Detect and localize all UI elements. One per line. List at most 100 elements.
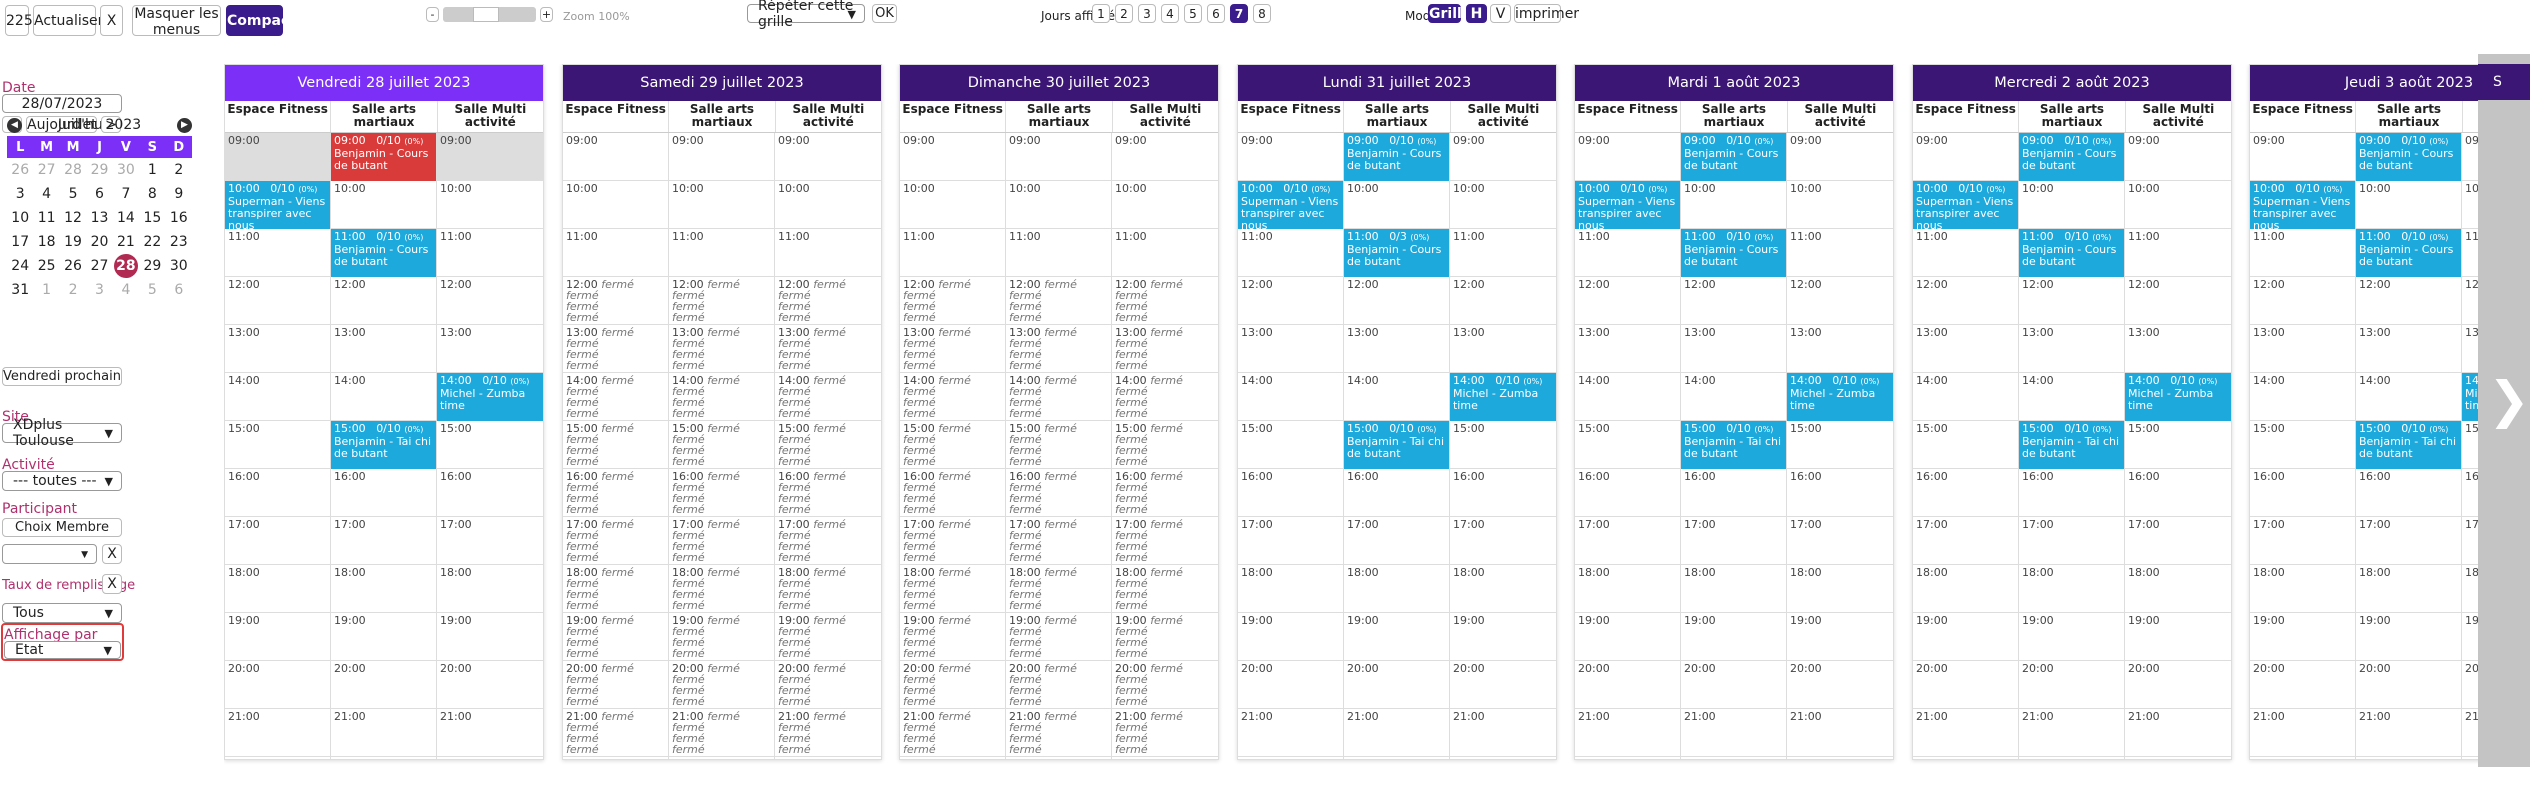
hour-cell[interactable]: 11:00 xyxy=(1575,229,1680,277)
participant-select[interactable]: ▼ xyxy=(2,544,97,564)
hour-cell[interactable]: 15:00 xyxy=(436,421,543,469)
hour-cell[interactable]: 09:00 xyxy=(1786,133,1893,181)
date-input[interactable]: 28/07/2023 xyxy=(2,94,122,113)
hour-cell[interactable]: 09:00 xyxy=(1005,133,1111,181)
hour-cell[interactable]: 10:00 xyxy=(1343,181,1449,229)
hour-cell[interactable]: 20:00 xyxy=(436,661,543,709)
hour-cell[interactable]: 20:00 fermé fermé fermé fermé xyxy=(563,661,668,709)
hour-cell[interactable]: 16:00 xyxy=(1913,469,2018,517)
hour-cell[interactable]: 16:00 xyxy=(2124,469,2231,517)
calendar-day[interactable]: 19 xyxy=(64,234,82,250)
days-shown-6-button[interactable]: 6 xyxy=(1207,4,1225,23)
event-block[interactable]: 15:00 0/10 (0%) Benjamin - Tai chi de but… xyxy=(1343,421,1449,469)
calendar-day[interactable]: 25 xyxy=(37,258,56,274)
hour-cell[interactable]: 09:00 xyxy=(225,133,330,181)
calendar-day[interactable]: 15 xyxy=(143,210,162,226)
hour-cell[interactable]: 13:00 fermé fermé fermé fermé xyxy=(668,325,774,373)
hour-cell[interactable]: 21:00 xyxy=(1343,709,1449,757)
event-block[interactable]: 09:00 0/10 (0%) Benjamin - Cours de butan… xyxy=(1343,133,1449,181)
zoom-out-button[interactable]: - xyxy=(426,7,439,22)
hour-cell[interactable]: 21:00 xyxy=(330,709,436,757)
hour-cell[interactable]: 14:00 fermé fermé fermé fermé xyxy=(774,373,881,421)
hour-cell[interactable]: 16:00 xyxy=(1238,469,1343,517)
hour-cell[interactable]: 21:00 xyxy=(1449,709,1556,757)
days-shown-5-button[interactable]: 5 xyxy=(1184,4,1202,23)
hour-cell[interactable]: 12:00 xyxy=(1913,277,2018,325)
hour-cell[interactable]: 18:00 xyxy=(330,565,436,613)
hour-cell[interactable]: 18:00 xyxy=(2250,565,2355,613)
hour-cell[interactable]: 17:00 xyxy=(436,517,543,565)
days-shown-8-button[interactable]: 8 xyxy=(1253,4,1271,23)
hour-cell[interactable]: 11:00 xyxy=(1449,229,1556,277)
hour-cell[interactable]: 15:00 xyxy=(2124,421,2231,469)
hour-cell[interactable]: 20:00 xyxy=(1238,661,1343,709)
hour-cell[interactable]: 20:00 xyxy=(1575,661,1680,709)
hour-cell[interactable]: 17:00 xyxy=(1449,517,1556,565)
hour-cell[interactable]: 09:00 xyxy=(563,133,668,181)
day-header[interactable]: Dimanche 30 juillet 2023 xyxy=(900,65,1218,101)
event-block[interactable]: 15:00 0/10 (0%) Benjamin - Tai chi de but… xyxy=(2018,421,2124,469)
hour-cell[interactable]: 09:00 xyxy=(436,133,543,181)
hour-cell[interactable]: 13:00 xyxy=(2018,325,2124,373)
hour-cell[interactable]: 18:00 xyxy=(1680,565,1786,613)
hour-cell[interactable]: 11:00 xyxy=(1005,229,1111,277)
hour-cell[interactable]: 09:00 xyxy=(1913,133,2018,181)
event-block[interactable]: 14:00 0/10 (0%)Michel - Zumba time xyxy=(2124,373,2231,421)
calendar-day[interactable]: 23 xyxy=(169,234,188,250)
hour-cell[interactable]: 17:00 xyxy=(1238,517,1343,565)
hour-cell[interactable]: 17:00 xyxy=(225,517,330,565)
hour-cell[interactable]: 09:00 xyxy=(2250,133,2355,181)
hour-cell[interactable]: 15:00 xyxy=(1786,421,1893,469)
hour-cell[interactable]: 18:00 fermé fermé fermé fermé xyxy=(668,565,774,613)
hour-cell[interactable]: 16:00 xyxy=(330,469,436,517)
calendar-day[interactable]: 3 xyxy=(95,282,104,298)
hour-cell[interactable]: 15:00 fermé fermé fermé fermé xyxy=(563,421,668,469)
hour-cell[interactable]: 09:00 xyxy=(1575,133,1680,181)
hour-cell[interactable]: 21:00 xyxy=(2124,709,2231,757)
hour-cell[interactable]: 15:00 fermé fermé fermé fermé xyxy=(900,421,1005,469)
days-shown-4-button[interactable]: 4 xyxy=(1161,4,1179,23)
calendar-day[interactable]: 9 xyxy=(174,186,184,202)
hour-cell[interactable]: 17:00 fermé fermé fermé fermé xyxy=(1111,517,1218,565)
days-shown-2-button[interactable]: 2 xyxy=(1115,4,1133,23)
choose-member-button[interactable]: Choix Membre xyxy=(2,518,122,537)
hour-cell[interactable]: 12:00 xyxy=(1786,277,1893,325)
hour-cell[interactable]: 09:00 xyxy=(1449,133,1556,181)
hour-cell[interactable]: 19:00 xyxy=(2355,613,2461,661)
hour-cell[interactable]: 20:00 fermé fermé fermé fermé xyxy=(1005,661,1111,709)
hour-cell[interactable]: 10:00 xyxy=(1449,181,1556,229)
horizontal-scroll-overlay[interactable] xyxy=(2478,54,2530,767)
hour-cell[interactable]: 10:00 xyxy=(2124,181,2231,229)
hour-cell[interactable]: 10:00 xyxy=(900,181,1005,229)
hour-cell[interactable]: 14:00 fermé fermé fermé fermé xyxy=(563,373,668,421)
hour-cell[interactable]: 21:00 xyxy=(1238,709,1343,757)
day-header[interactable]: Samedi 29 juillet 2023 xyxy=(563,65,881,101)
hour-cell[interactable]: 12:00 xyxy=(436,277,543,325)
calendar-day[interactable]: 30 xyxy=(169,258,188,274)
hour-cell[interactable]: 15:00 fermé fermé fermé fermé xyxy=(774,421,881,469)
hour-cell[interactable]: 12:00 xyxy=(2018,277,2124,325)
days-shown-3-button[interactable]: 3 xyxy=(1138,4,1156,23)
hour-cell[interactable]: 19:00 fermé fermé fermé fermé xyxy=(900,613,1005,661)
hour-cell[interactable]: 10:00 xyxy=(774,181,881,229)
calendar-day[interactable]: 1 xyxy=(42,282,52,298)
hour-cell[interactable]: 19:00 xyxy=(1575,613,1680,661)
hour-cell[interactable]: 15:00 xyxy=(225,421,330,469)
day-header[interactable]: Vendredi 28 juillet 2023 xyxy=(225,65,543,101)
hour-cell[interactable]: 16:00 fermé fermé fermé fermé xyxy=(900,469,1005,517)
calendar-day[interactable]: 12 xyxy=(64,210,82,226)
hour-cell[interactable]: 15:00 xyxy=(1913,421,2018,469)
mode-v-button[interactable]: V xyxy=(1490,4,1511,23)
calendar-day[interactable]: 31 xyxy=(11,282,30,298)
day-header[interactable]: Lundi 31 juillet 2023 xyxy=(1238,65,1556,101)
hour-cell[interactable]: 19:00 xyxy=(436,613,543,661)
days-shown-7-button[interactable]: 7 xyxy=(1230,4,1248,23)
hour-cell[interactable]: 21:00 xyxy=(1913,709,2018,757)
calendar-day[interactable]: 3 xyxy=(15,186,25,202)
hour-cell[interactable]: 13:00 fermé fermé fermé fermé xyxy=(1005,325,1111,373)
hour-cell[interactable]: 12:00 fermé fermé fermé fermé xyxy=(1111,277,1218,325)
calendar-day[interactable]: 30 xyxy=(117,162,135,178)
hour-cell[interactable]: 18:00 xyxy=(2018,565,2124,613)
calendar-day[interactable]: 17 xyxy=(11,234,30,250)
hour-cell[interactable]: 17:00 xyxy=(1343,517,1449,565)
